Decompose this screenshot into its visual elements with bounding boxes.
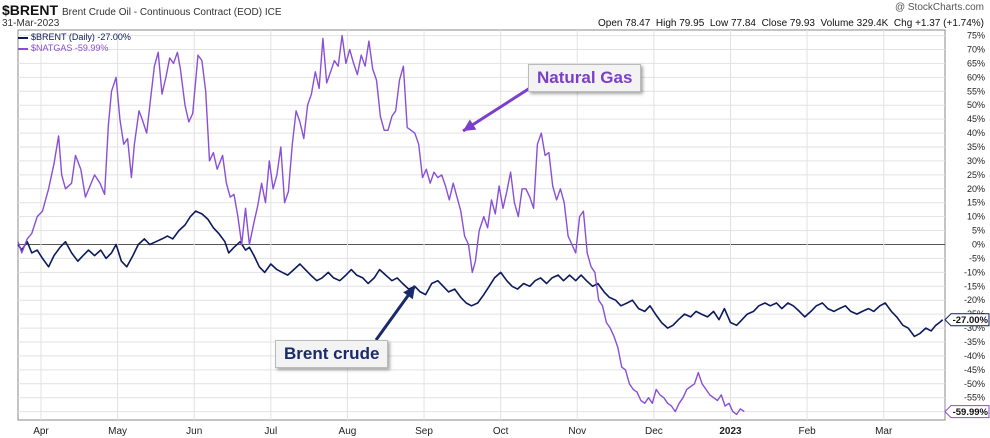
close-value: 79.93 (789, 18, 815, 29)
natural-gas-arrow (462, 86, 531, 133)
y-tick-label: 65% (967, 58, 985, 68)
volume-label: Volume (820, 18, 854, 29)
last-value-text: -59.99% (953, 407, 989, 418)
x-tick-label: Feb (798, 426, 816, 437)
y-tick-label: 50% (967, 100, 985, 110)
y-tick-label: 40% (967, 128, 985, 138)
legend-item-brent: $BRENT (Daily) -27.00% (18, 32, 131, 43)
last-value-flag (944, 405, 990, 419)
y-tick-label: 30% (967, 156, 985, 166)
x-tick-label: Oct (493, 426, 509, 437)
close-label: Close (761, 18, 788, 29)
y-tick-label: 0% (972, 240, 985, 250)
ohlc-readout: Open 78.47 High 79.95 Low 77.84 Close 79… (598, 18, 984, 29)
legend-label-brent: $BRENT (Daily) -27.00% (31, 32, 131, 42)
y-tick-label: -55% (964, 393, 985, 403)
chg-label: Chg (893, 18, 913, 29)
x-tick-label: Jun (186, 426, 202, 437)
last-value-label-brent: -27.00% (944, 313, 990, 327)
y-tick-label: 20% (967, 184, 985, 194)
copyright: @ StockCharts.com (894, 2, 984, 13)
volume-value: 329.4K (856, 18, 889, 29)
y-tick-label: 15% (967, 198, 985, 208)
y-tick-label: 70% (967, 45, 985, 55)
legend-swatch-brent (18, 36, 28, 39)
arrow-head (463, 119, 477, 131)
y-tick-label: 25% (967, 170, 985, 180)
x-tick-label: May (108, 426, 127, 437)
series-line-brent (17, 210, 944, 338)
x-tick-label: Aug (339, 426, 357, 437)
legend: $BRENT (Daily) -27.00% $NATGAS -59.99% (18, 32, 131, 54)
x-tick-label: Nov (568, 426, 586, 437)
y-tick-label: -40% (964, 351, 985, 361)
last-value-text: -27.00% (953, 315, 989, 326)
chart-date: 31-Mar-2023 (2, 18, 60, 29)
y-tick-label: 35% (967, 142, 985, 152)
y-tick-label: -30% (964, 323, 985, 333)
low-value: 77.84 (730, 18, 756, 29)
high-label: High (655, 18, 677, 29)
legend-item-natgas: $NATGAS -59.99% (18, 43, 131, 54)
low-label: Low (709, 18, 729, 29)
symbol: $BRENT (2, 2, 59, 18)
arrow-shaft (462, 86, 531, 133)
y-tick-label: 45% (967, 114, 985, 124)
y-tick-label: 75% (967, 31, 985, 41)
series-line-natgas (17, 34, 745, 416)
annotation-brent-crude: Brent crude (275, 340, 389, 368)
brent-crude-arrow (374, 285, 417, 341)
y-tick-label: 60% (967, 72, 985, 82)
last-value-label-natgas: -59.99% (944, 405, 990, 419)
chg-value: +1.37 (+1.74%) (915, 18, 984, 29)
y-tick-label: -15% (964, 281, 985, 291)
y-tick-label: 10% (967, 212, 985, 222)
annotation-natural-gas: Natural Gas (528, 64, 642, 92)
x-tick-label: Jul (264, 426, 277, 437)
y-tick-label: -45% (964, 365, 985, 375)
y-tick-label: -50% (964, 379, 985, 389)
open-label: Open (598, 18, 623, 29)
legend-label-natgas: $NATGAS -59.99% (31, 43, 109, 53)
y-tick-label: 5% (972, 226, 985, 236)
x-tick-label: Apr (33, 426, 49, 437)
high-value: 79.95 (679, 18, 705, 29)
y-tick-label: -5% (969, 253, 985, 263)
legend-swatch-natgas (18, 47, 28, 50)
arrow-head (403, 286, 415, 300)
y-tick-label: -10% (964, 267, 985, 277)
x-tick-label: Sep (415, 426, 433, 437)
x-tick-label: 2023 (719, 426, 742, 437)
last-value-flag (944, 313, 990, 327)
x-tick-label: Mar (875, 426, 893, 437)
open-value: 78.47 (625, 18, 651, 29)
x-tick-label: Dec (645, 426, 663, 437)
symbol-title: $BRENT Brent Crude Oil - Continuous Contr… (2, 2, 282, 18)
y-tick-label: -20% (964, 295, 985, 305)
symbol-description: Brent Crude Oil - Continuous Contract (E… (62, 7, 282, 18)
y-tick-label: -35% (964, 337, 985, 347)
y-tick-label: 55% (967, 86, 985, 96)
